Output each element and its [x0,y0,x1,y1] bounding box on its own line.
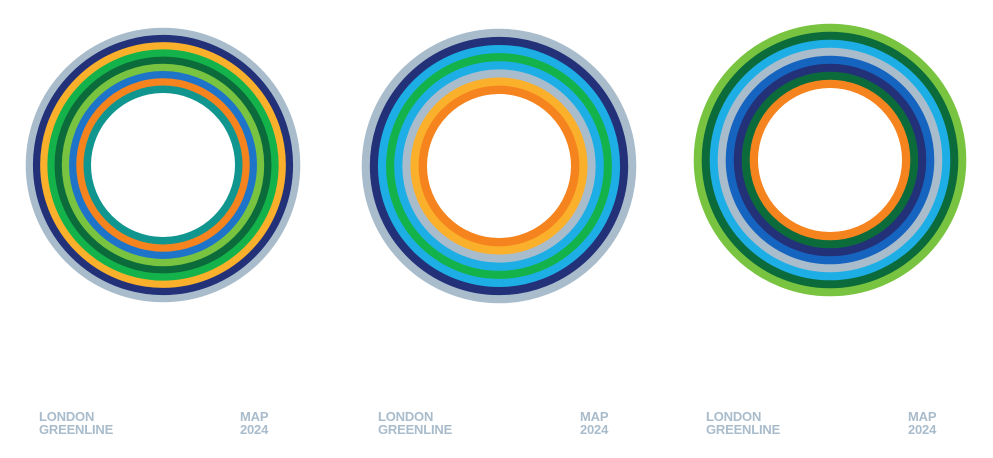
ring-center [758,88,902,232]
ring-band [32,34,294,296]
ring-band [402,69,596,263]
ring-band [749,79,911,241]
caption-left-2: LONDON GREENLINE [378,410,452,436]
ring-band [61,63,265,267]
ring-band [733,63,927,257]
caption-right-1: MAP 2024 [240,410,268,436]
ring-band [377,44,621,288]
ring-band [418,85,580,247]
caption-line: 2024 [908,422,937,437]
ring-band [410,77,588,255]
ring-band [47,49,279,281]
caption-line: MAP [580,409,609,424]
ring-band [741,71,919,249]
caption-line: GREENLINE [378,422,453,437]
ring-band [361,28,637,304]
ring-band [717,47,943,273]
caption-line: 2024 [580,422,609,437]
caption-line: LONDON [378,409,434,424]
ring-band [709,39,951,281]
ring-band [725,55,935,265]
ring-center [91,93,235,237]
caption-line: GREENLINE [39,422,114,437]
ring-band [76,78,250,252]
caption-line: 2024 [240,422,269,437]
ring-artwork [25,23,967,304]
caption-line: LONDON [706,409,762,424]
caption-line: LONDON [39,409,95,424]
caption-left-3: LONDON GREENLINE [706,410,780,436]
ring-band [25,27,301,303]
caption-right-2: MAP 2024 [580,410,608,436]
caption-line: GREENLINE [706,422,781,437]
caption-right-3: MAP 2024 [908,410,936,436]
ring-band [369,36,629,296]
rings-svg [25,23,967,304]
caption-left-1: LONDON GREENLINE [39,410,113,436]
ring-band [83,85,243,245]
ring-band [701,31,959,289]
ring-panel-2 [361,28,637,304]
ring-center [427,94,571,238]
ring-band [54,56,272,274]
ring-band [69,71,257,259]
ring-band [693,23,967,297]
ring-band [394,61,604,271]
caption-line: MAP [908,409,937,424]
ring-panel-1 [25,27,301,303]
ring-band [40,42,286,288]
ring-band [386,53,612,279]
ring-panel-3 [693,23,967,297]
caption-line: MAP [240,409,269,424]
